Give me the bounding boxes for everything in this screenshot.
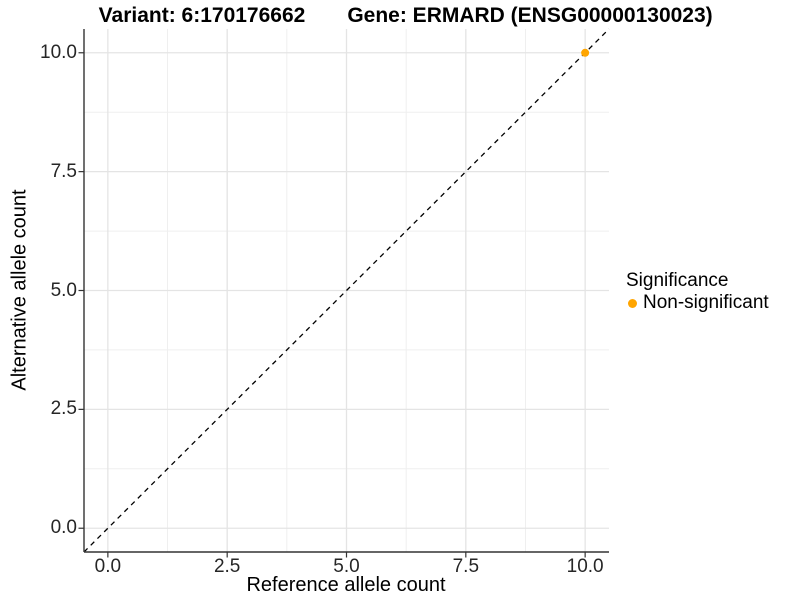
legend: Significance Non-significant xyxy=(626,270,769,314)
x-tick-label: 0.0 xyxy=(94,556,122,577)
identity-line xyxy=(83,28,610,553)
x-tick-label: 10.0 xyxy=(566,556,604,577)
y-tick-label: 7.5 xyxy=(50,160,77,182)
chart-title-gene: Gene: ERMARD (ENSG00000130023) xyxy=(347,4,713,27)
legend-point-icon xyxy=(628,298,637,308)
legend-title: Significance xyxy=(626,270,729,291)
y-tick-label: 10.0 xyxy=(40,41,77,63)
y-tick-label: 0.0 xyxy=(50,517,77,539)
x-axis-title: Reference allele count xyxy=(246,574,446,596)
y-tick-label: 2.5 xyxy=(50,398,77,420)
x-tick-label: 7.5 xyxy=(452,556,480,577)
x-tick-label: 2.5 xyxy=(213,556,241,577)
legend-item-non-significant: Non-significant xyxy=(626,292,769,314)
chart-title-variant: Variant: 6:170176662 xyxy=(98,4,306,27)
legend-item-label: Non-significant xyxy=(643,292,769,313)
x-tick-label: 5.0 xyxy=(333,556,360,577)
y-tick-label: 5.0 xyxy=(50,279,77,301)
data-point xyxy=(581,48,590,57)
